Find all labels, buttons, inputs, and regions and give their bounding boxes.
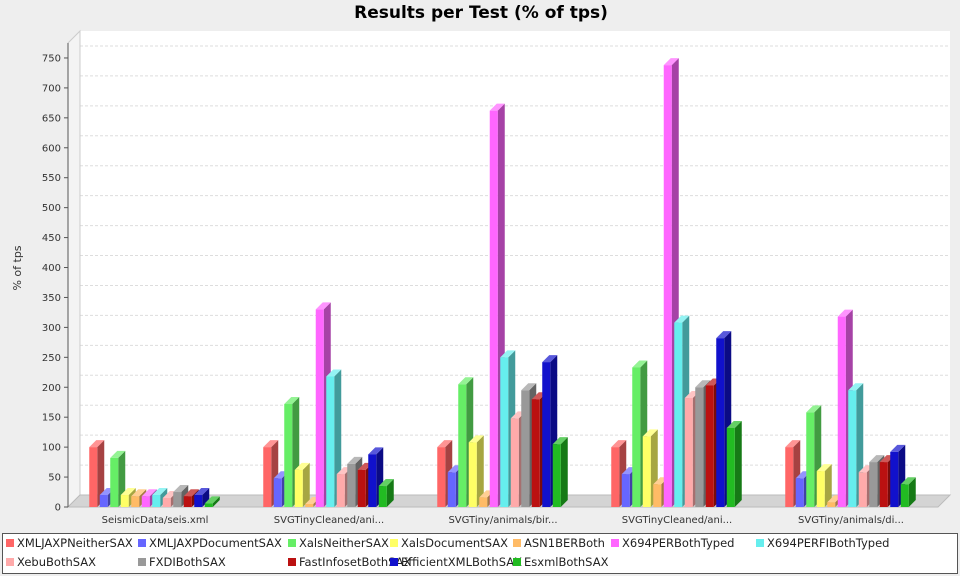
legend-swatch [756,539,764,547]
legend-swatch [138,539,146,547]
y-tick-label: 450 [42,233,61,244]
legend-label: XebuBothSAX [17,555,96,569]
legend-item: XMLJAXPNeitherSAX [6,536,133,550]
legend-item: XalsNeitherSAX [288,536,389,550]
y-tick-label: 50 [48,473,61,484]
bar [89,440,105,507]
y-tick-label: 400 [42,263,61,274]
bar [726,420,742,507]
y-tick-label: 550 [42,173,61,184]
legend-label: FXDIBothSAX [149,555,226,569]
plot-area: 0 50 100 150 200 250 300 350 400 450 500 550 600 650 7… [42,29,952,526]
x-tick-label: SVGTinyCleaned/ani... [274,515,384,526]
legend-swatch [6,539,14,547]
legend-item: XalsDocumentSAX [390,536,508,550]
y-tick-label: 600 [42,143,61,154]
y-tick-label: 700 [42,83,61,94]
x-tick-label: SVGTinyCleaned/ani... [622,515,732,526]
plot-left-wall [67,29,81,509]
legend-label: EfficientXMLBothSAX [401,555,522,569]
chart-title: Results per Test (% of tps) [354,3,608,23]
legend-swatch [6,558,14,566]
x-tick-label: SeismicData/seis.xml [102,515,209,526]
y-axis-label: % of tps [11,245,24,290]
legend-swatch [138,558,146,566]
legend-item: EsxmlBothSAX [513,555,609,569]
legend-item: XebuBothSAX [6,555,96,569]
legend-swatch [513,558,521,566]
legend-label: EsxmlBothSAX [524,555,609,569]
legend-label: X694PERBothTyped [622,536,734,550]
y-tick-label: 0 [55,503,61,514]
bar [552,437,568,507]
legend-swatch [288,558,296,566]
legend-label: ASN1BERBoth [524,536,605,550]
bar [204,496,220,507]
y-tick-label: 250 [42,353,61,364]
x-tick-label: SVGTiny/animals/bir... [448,515,557,526]
legend-item: FXDIBothSAX [138,555,226,569]
y-tick-label: 350 [42,293,61,304]
legend-item: FastInfosetBothSAX [288,555,412,569]
legend-item: XMLJAXPDocumentSAX [138,536,282,550]
bar [900,477,916,507]
legend-label: XMLJAXPNeitherSAX [17,536,133,550]
legend-swatch [513,539,521,547]
y-tick-label: 200 [42,383,61,394]
legend-label: XMLJAXPDocumentSAX [149,536,282,550]
legend-swatch [390,558,398,566]
legend-item: X694PERBothTyped [611,536,734,550]
y-tick-label: 650 [42,113,61,124]
bar [468,435,484,507]
y-tick-label: 750 [42,53,61,64]
y-tick-label: 300 [42,323,61,334]
legend-label: XalsNeitherSAX [299,536,389,550]
legend-item: EfficientXMLBothSAX [390,555,522,569]
legend-item: ASN1BERBoth [513,536,605,550]
x-tick-label: SVGTiny/animals/di... [798,515,904,526]
y-tick-label: 150 [42,413,61,424]
legend-label: XalsDocumentSAX [401,536,508,550]
legend-box [2,533,958,574]
legend-label: X694PERFIBothTyped [767,536,889,550]
legend-label: FastInfosetBothSAX [299,555,412,569]
bar [378,479,394,507]
bar [194,488,210,507]
legend-item: X694PERFIBothTyped [756,536,889,550]
y-tick-label: 500 [42,203,61,214]
legend-swatch [288,539,296,547]
y-tick-label: 100 [42,443,61,454]
bar [816,464,832,507]
legend-swatch [611,539,619,547]
legend-swatch [390,539,398,547]
bar [294,462,310,507]
legend: XMLJAXPNeitherSAX XMLJAXPDocumentSAX XalsN… [2,533,958,574]
